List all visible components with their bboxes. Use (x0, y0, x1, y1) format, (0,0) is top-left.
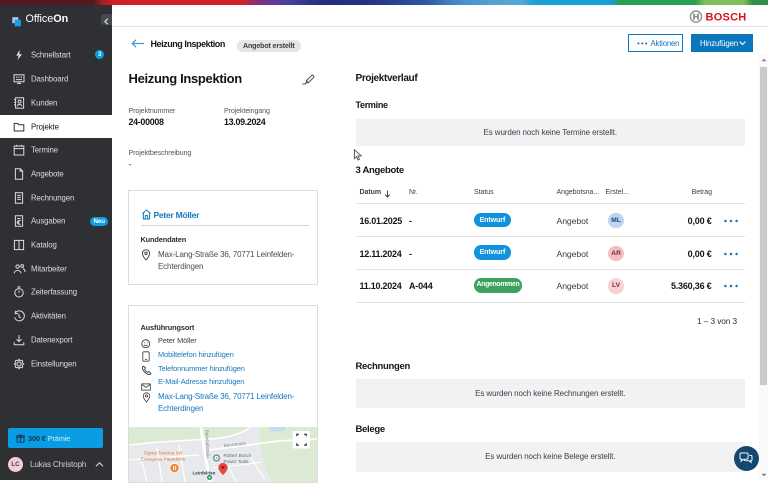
svg-text:Robert Bosch: Robert Bosch (224, 453, 252, 458)
svg-text:Sigma Taverna Inh: Sigma Taverna Inh (144, 451, 183, 456)
svg-text:Power Tools: Power Tools (224, 459, 250, 464)
svg-text:Benzstraße: Benzstraße (224, 441, 247, 448)
svg-text:Exangelos Papadakis: Exangelos Papadakis (141, 457, 186, 462)
svg-text:BOSCH: BOSCH (706, 12, 747, 24)
svg-text:Leinfelden: Leinfelden (193, 471, 216, 476)
svg-text:Bahnhofstraße: Bahnhofstraße (205, 430, 211, 460)
